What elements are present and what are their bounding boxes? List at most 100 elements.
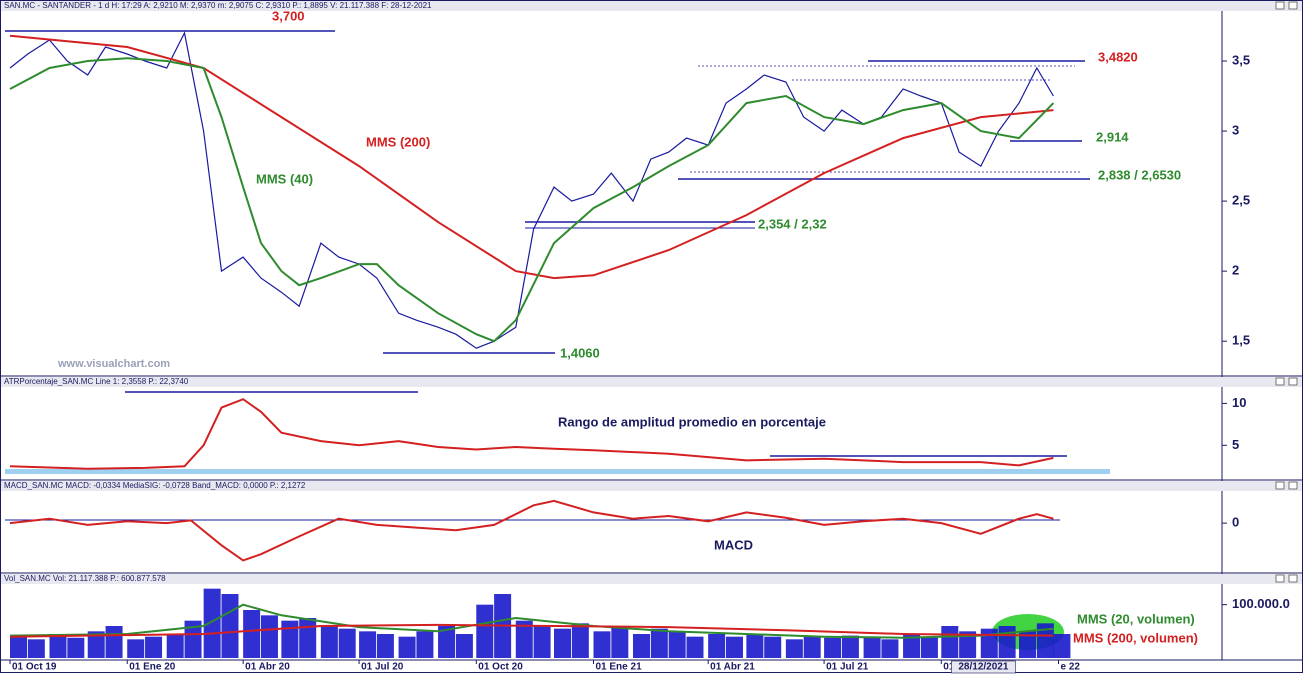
volume-bar <box>841 635 859 658</box>
plot <box>9 31 1071 658</box>
volume-bar <box>863 636 881 658</box>
volume-bar <box>376 634 394 658</box>
volume-bar <box>803 636 821 658</box>
volume-bar <box>455 634 473 658</box>
volume-bar <box>438 626 456 658</box>
volume-bar <box>686 636 704 658</box>
volume-bar <box>105 626 123 658</box>
volume-bar <box>398 636 416 658</box>
volume-bar <box>416 631 434 658</box>
volume-bar <box>632 634 650 658</box>
annotation: 3,4820 <box>1098 49 1138 64</box>
y-tick-label: 3,5 <box>1232 52 1250 67</box>
volume-bar <box>1019 631 1037 658</box>
x-tick-label: 01 Ene 21 <box>595 662 642 673</box>
series-label: MMS (20, volumen) <box>1077 611 1195 626</box>
volume-bar <box>260 615 278 658</box>
volume-bar <box>203 588 221 658</box>
series-label: MMS (200) <box>366 134 430 149</box>
volume-bar <box>184 620 202 658</box>
volume-bar <box>221 594 239 658</box>
header-bars <box>1 1 1302 584</box>
x-tick-label: 01 Jul 20 <box>361 662 404 673</box>
y-tick-label: 2 <box>1232 263 1239 278</box>
volume-bar <box>881 639 899 658</box>
x-tick-label: 01 Oct 19 <box>12 662 57 673</box>
annotation: MACD <box>714 537 753 552</box>
watermark: www.visualchart.com <box>57 358 170 370</box>
volume-bar <box>611 626 629 658</box>
volume-bar <box>320 626 338 658</box>
panel-title: Vol_SAN.MC Vol: 21.117.388 P.: 600.877.5… <box>4 574 166 583</box>
volume-bar <box>359 631 377 658</box>
x-tick-label: 01 Oct 20 <box>478 662 523 673</box>
volume-bar <box>145 636 163 658</box>
volume-bar <box>708 634 726 658</box>
volume-bar <box>764 636 782 658</box>
volume-bar <box>127 639 145 658</box>
volume-bar <box>166 634 184 658</box>
volume-bar <box>515 620 533 658</box>
volume-bar <box>10 636 27 658</box>
annotation: 3,700 <box>272 8 305 23</box>
window-buttons[interactable] <box>1275 1 1298 583</box>
panel-title: ATRPorcentaje_SAN.MC Line 1: 2,3558 P.: … <box>4 377 189 386</box>
volume-bar <box>87 631 105 658</box>
dotted-levels <box>690 65 1080 173</box>
volume-bar <box>668 631 686 658</box>
volume-bar <box>1053 634 1071 658</box>
series-line <box>9 57 1055 343</box>
volume-bar <box>959 631 977 658</box>
x-tick-label: 01 Ene 20 <box>129 662 176 673</box>
volume-bar <box>1036 623 1054 658</box>
volume-bar <box>476 604 494 658</box>
volume-bar <box>998 626 1016 658</box>
series-label: MMS (40) <box>256 171 313 186</box>
level-lines <box>5 30 1090 521</box>
x-tick-label: 01 Jul 21 <box>826 662 869 673</box>
cursor-label: 28/12/2021 <box>958 662 1008 673</box>
y-tick-label: 5 <box>1232 437 1239 452</box>
volume-bar <box>27 639 45 658</box>
volume-bar <box>593 631 611 658</box>
volume-bar <box>571 623 589 658</box>
series-line <box>9 34 1054 280</box>
volume-bar <box>746 634 764 658</box>
y-tick-label: 1,5 <box>1232 333 1250 348</box>
series-label: MMS (200, volumen) <box>1073 630 1198 645</box>
x-tick-label: e 22 <box>1061 662 1081 673</box>
volume-bar <box>920 636 938 658</box>
cursor-box <box>951 660 1016 674</box>
volume-bar <box>553 628 571 658</box>
volume-bar <box>650 628 668 658</box>
y-tick-label: 10 <box>1232 395 1246 410</box>
y-tick-label: 2,5 <box>1232 193 1250 208</box>
volume-bar <box>299 618 317 658</box>
atr-band <box>5 469 1110 474</box>
annotation: 2,838 / 2,6530 <box>1098 167 1181 182</box>
x-tick-label: 01 Abr 20 <box>245 662 290 673</box>
series-line <box>9 603 1054 639</box>
volume-bar <box>824 637 842 658</box>
volume-bar <box>941 626 959 658</box>
volume-bar <box>980 628 998 658</box>
volume-bar <box>67 637 85 658</box>
annotation: 2,914 <box>1096 129 1129 144</box>
y-tick-label: 100.000.0 <box>1232 596 1290 611</box>
y-tick-label: 0 <box>1232 515 1239 530</box>
volume-bar <box>533 626 551 658</box>
panel-title: SAN.MC - SANTANDER - 1 d H: 17:29 A: 2,9… <box>4 1 432 10</box>
series-line <box>9 398 1054 470</box>
volume-bar <box>281 620 299 658</box>
volume-bar <box>725 636 743 658</box>
volume-bar <box>243 610 261 658</box>
volume-bar <box>903 634 921 658</box>
annotation: 1,4060 <box>560 345 600 360</box>
volume-bar <box>785 639 803 658</box>
series-line <box>9 499 1054 562</box>
panel-title: MACD_SAN.MC MACD: -0,0334 MediaSIG: -0,0… <box>4 481 306 490</box>
x-tick-label: 01 Abr 21 <box>710 662 755 673</box>
annotation: Rango de amplitud promedio en porcentaje <box>558 414 826 429</box>
